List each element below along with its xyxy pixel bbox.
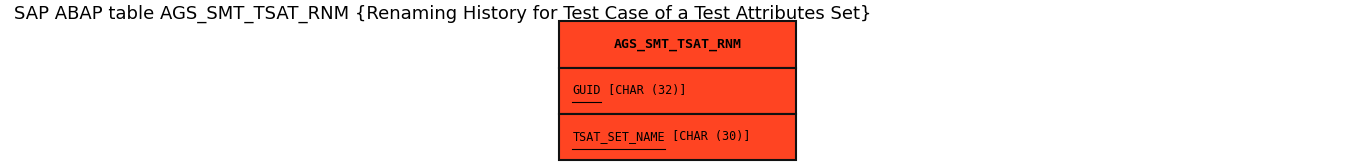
- FancyBboxPatch shape: [558, 114, 795, 160]
- FancyBboxPatch shape: [558, 68, 795, 114]
- FancyBboxPatch shape: [558, 21, 795, 68]
- Text: TSAT_SET_NAME: TSAT_SET_NAME: [572, 131, 665, 143]
- Text: GUID: GUID: [572, 84, 602, 97]
- Text: [CHAR (30)]: [CHAR (30)]: [665, 131, 751, 143]
- Text: AGS_SMT_TSAT_RNM: AGS_SMT_TSAT_RNM: [614, 38, 741, 51]
- Text: SAP ABAP table AGS_SMT_TSAT_RNM {Renaming History for Test Case of a Test Attrib: SAP ABAP table AGS_SMT_TSAT_RNM {Renamin…: [14, 5, 871, 23]
- Text: [CHAR (32)]: [CHAR (32)]: [600, 84, 687, 97]
